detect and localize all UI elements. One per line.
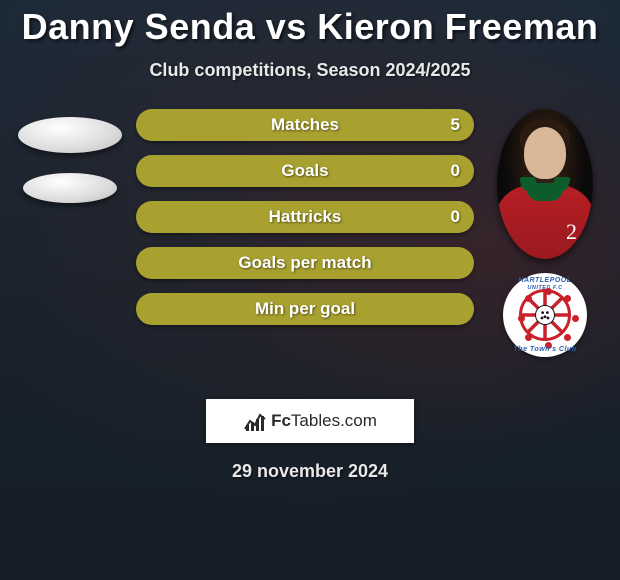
left-player-col <box>10 109 130 203</box>
stat-bar-value: 0 <box>451 161 460 181</box>
stat-bar-label: Hattricks <box>269 207 342 227</box>
jersey-number: 2 <box>566 219 577 245</box>
page-title: Danny Senda vs Kieron Freeman <box>0 0 620 48</box>
footer-date: 29 november 2024 <box>0 461 620 482</box>
player-head <box>524 127 566 179</box>
page-subtitle: Club competitions, Season 2024/2025 <box>0 60 620 81</box>
stat-bars: Matches 5 Goals 0 Hattricks 0 Goals per match M… <box>130 109 480 325</box>
jersey-collar <box>527 183 563 201</box>
left-player-placeholder <box>18 117 122 153</box>
comparison-content: Matches 5 Goals 0 Hattricks 0 Goals per match M… <box>0 109 620 357</box>
wheel-handle <box>564 334 571 341</box>
badge-bottom-text: The Town's Club <box>503 346 587 353</box>
wheel-handle <box>564 295 571 302</box>
stat-bar: Matches 5 <box>136 109 474 141</box>
wheel-handle <box>525 334 532 341</box>
stat-bar-label: Goals <box>281 161 328 181</box>
badge-circle: HARTLEPOOL UNITED F.C The Town's Club <box>503 273 587 357</box>
right-player-col: 2 HARTLEPOOL UNITED F.C The Town's Club <box>480 109 610 357</box>
right-player-photo: 2 <box>497 109 593 259</box>
badge-wheel <box>519 289 571 341</box>
wheel-handle <box>572 315 579 322</box>
stat-bar-value: 5 <box>451 115 460 135</box>
chart-icon <box>243 409 267 433</box>
stat-bar-label: Goals per match <box>238 253 371 273</box>
stat-bar-label: Min per goal <box>255 299 355 319</box>
stat-bar: Goals per match <box>136 247 474 279</box>
stat-bar: Min per goal <box>136 293 474 325</box>
wheel-handle <box>518 315 525 322</box>
stat-bar: Goals 0 <box>136 155 474 187</box>
logo-bold: Fc <box>271 411 291 430</box>
stat-bar: Hattricks 0 <box>136 201 474 233</box>
logo-text: FcTables.com <box>271 411 377 431</box>
badge-name: HARTLEPOOL <box>518 277 571 284</box>
logo-rest: Tables.com <box>291 411 377 430</box>
source-logo: FcTables.com <box>206 399 414 443</box>
badge-ball-icon <box>535 305 555 325</box>
right-club-badge: HARTLEPOOL UNITED F.C The Town's Club <box>495 273 595 357</box>
stat-bar-label: Matches <box>271 115 339 135</box>
stat-bar-value: 0 <box>451 207 460 227</box>
left-club-placeholder <box>23 173 117 203</box>
